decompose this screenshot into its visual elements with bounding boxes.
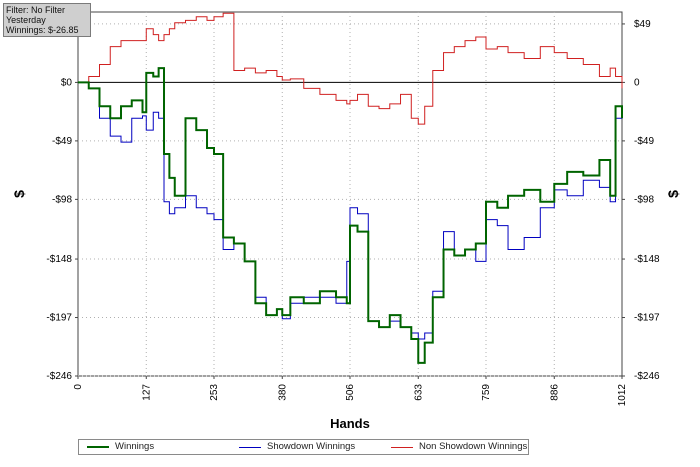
x-tick-label: 0 bbox=[73, 384, 84, 390]
x-tick-label: 759 bbox=[481, 384, 492, 401]
legend-swatch-nonshowdown bbox=[391, 446, 413, 448]
y-tick-label-left: -$197 bbox=[46, 313, 72, 324]
y-tick-label-left: -$148 bbox=[46, 254, 72, 265]
y-tick-label-left: -$98 bbox=[52, 194, 72, 205]
y-axis-title-right: $ bbox=[665, 190, 681, 198]
legend-swatch-winnings bbox=[87, 446, 109, 448]
series-line-winnings bbox=[78, 67, 623, 364]
x-tick-label: 127 bbox=[141, 384, 152, 401]
legend-item-nonshowdown: Non Showdown Winnings bbox=[391, 440, 527, 454]
y-tick-label-right: -$98 bbox=[634, 194, 654, 205]
x-tick-label: 380 bbox=[277, 384, 288, 401]
series-line-nonshowdown bbox=[78, 12, 623, 125]
x-tick-label: 506 bbox=[345, 384, 356, 401]
y-tick-label-right: -$148 bbox=[634, 254, 660, 265]
x-tick-label: 1012 bbox=[617, 384, 628, 407]
x-tick-label: 886 bbox=[549, 384, 560, 401]
chart-legend: Winnings Showdown Winnings Non Showdown … bbox=[78, 439, 529, 455]
y-tick-label-right: -$197 bbox=[634, 313, 660, 324]
y-axis-title-left: $ bbox=[11, 190, 27, 198]
winnings-total-label: Winnings: $-26.85 bbox=[6, 25, 79, 35]
legend-label-nonshowdown: Non Showdown Winnings bbox=[419, 441, 528, 452]
y-tick-label-right: -$246 bbox=[634, 371, 660, 382]
y-tick-label-right: 0 bbox=[634, 77, 640, 88]
legend-item-showdown: Showdown Winnings bbox=[239, 440, 355, 454]
legend-swatch-showdown bbox=[239, 446, 261, 448]
series-line-showdown bbox=[78, 81, 623, 340]
x-tick-label: 253 bbox=[209, 384, 220, 401]
legend-label-winnings: Winnings bbox=[115, 441, 155, 452]
y-tick-label-left: -$49 bbox=[52, 136, 72, 147]
y-tick-label-left: -$246 bbox=[46, 371, 72, 382]
legend-item-winnings: Winnings bbox=[87, 440, 154, 454]
legend-label-showdown: Showdown Winnings bbox=[267, 441, 356, 452]
y-tick-label-right: -$49 bbox=[634, 136, 654, 147]
filter-label: Filter: No Filter bbox=[6, 5, 66, 15]
y-tick-label-right: $49 bbox=[634, 19, 651, 30]
y-tick-label-left: $0 bbox=[61, 77, 73, 88]
x-tick-label: 633 bbox=[413, 384, 424, 401]
filter-info-box: Filter: No Filter Yesterday Winnings: $-… bbox=[3, 3, 91, 37]
period-label: Yesterday bbox=[6, 15, 46, 25]
x-axis-title: Hands bbox=[330, 416, 370, 431]
